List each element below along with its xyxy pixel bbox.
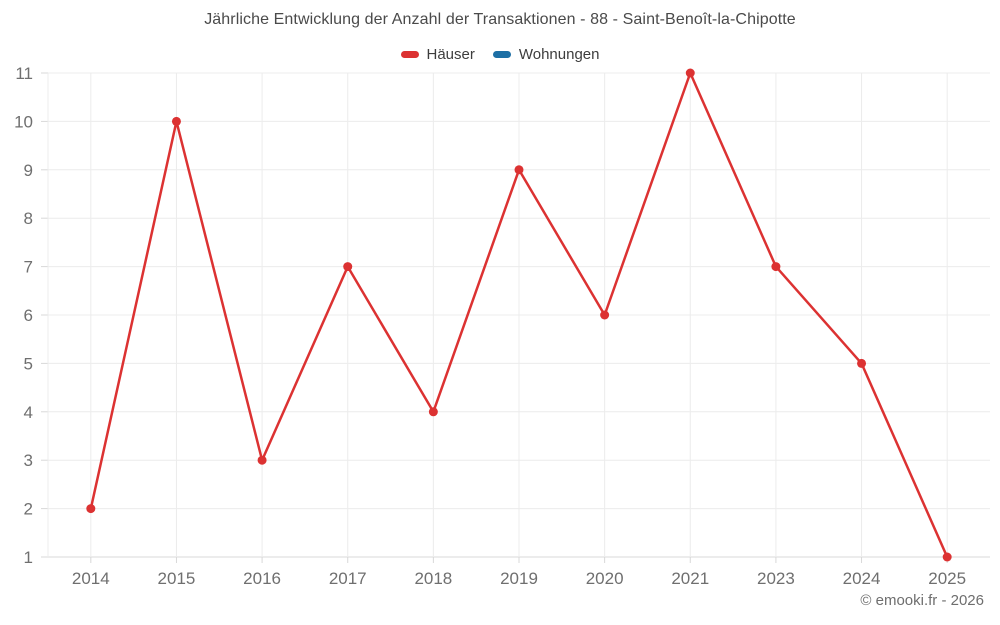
copyright: © emooki.fr - 2026 (860, 592, 984, 609)
x-tick-label: 2014 (72, 569, 110, 588)
legend-label: Wohnungen (518, 46, 600, 63)
x-tick-label: 2024 (843, 569, 881, 588)
data-point[interactable] (343, 262, 353, 272)
x-tick-label: 2017 (329, 569, 367, 588)
y-tick-label: 2 (24, 500, 33, 519)
legend-swatch-wohnungen (492, 51, 511, 58)
x-tick-label: 2015 (158, 569, 196, 588)
data-point[interactable] (86, 504, 96, 514)
data-point[interactable] (171, 116, 181, 126)
legend-label: Häuser (426, 46, 475, 63)
y-tick-label: 1 (24, 548, 33, 567)
x-tick-label: 2021 (671, 569, 709, 588)
legend-item-wohnungen[interactable]: Wohnungen (492, 46, 600, 63)
y-tick-label: 5 (24, 354, 33, 373)
data-point[interactable] (257, 455, 267, 465)
legend-item-häuser[interactable]: Häuser (400, 46, 475, 63)
x-tick-label: 2016 (243, 569, 281, 588)
y-tick-label: 3 (24, 451, 33, 470)
y-tick-label: 10 (14, 112, 33, 131)
legend: Häuser Wohnungen (0, 46, 1000, 63)
x-tick-label: 2025 (928, 569, 966, 588)
data-point[interactable] (857, 358, 867, 368)
data-point[interactable] (514, 165, 524, 175)
y-tick-label: 8 (24, 209, 33, 228)
data-point[interactable] (685, 68, 695, 78)
y-tick-label: 9 (24, 161, 33, 180)
legend-swatch-häuser (400, 51, 419, 58)
chart-title: Jährliche Entwicklung der Anzahl der Tra… (204, 11, 796, 28)
data-point[interactable] (600, 310, 610, 320)
x-tick-label: 2018 (414, 569, 452, 588)
y-tick-label: 7 (24, 258, 33, 277)
x-tick-label: 2019 (500, 569, 538, 588)
data-point[interactable] (428, 407, 438, 417)
data-point[interactable] (771, 262, 781, 272)
data-point[interactable] (942, 552, 952, 562)
y-tick-label: 6 (24, 306, 33, 325)
x-tick-label: 2023 (757, 569, 795, 588)
x-tick-label: 2020 (586, 569, 624, 588)
y-tick-label: 4 (24, 403, 33, 422)
y-tick-label: 11 (15, 64, 33, 83)
